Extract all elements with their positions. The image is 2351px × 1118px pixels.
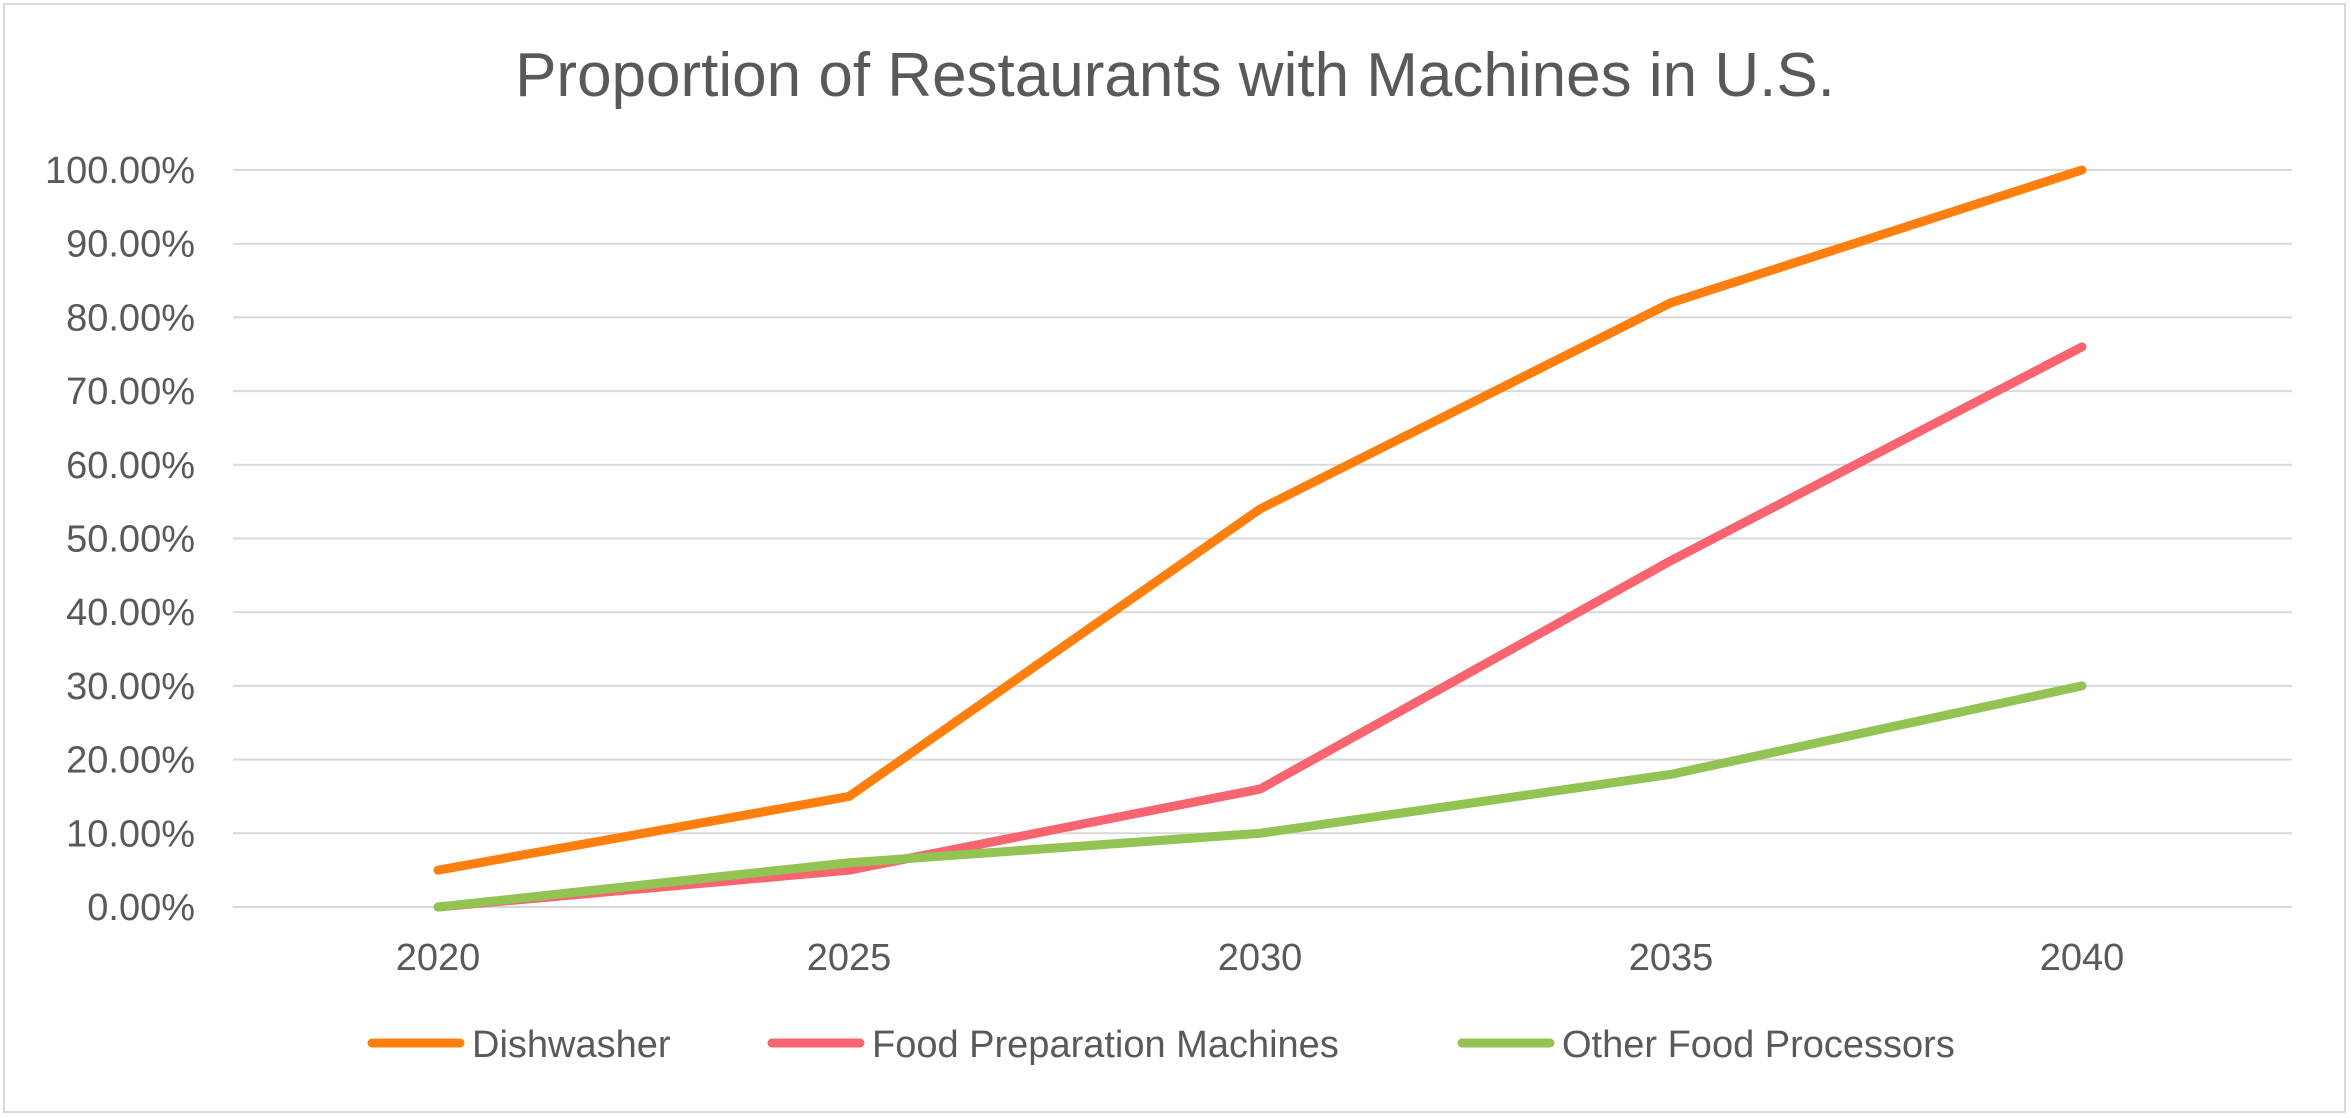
- y-axis-tick-labels: 0.00% 10.00% 20.00% 30.00% 40.00% 50.00% 60.00…: [45, 150, 195, 929]
- y-tick-label: 0.00%: [87, 887, 195, 929]
- series-line: [433, 165, 2087, 875]
- y-tick-label: 100.00%: [45, 150, 195, 192]
- x-tick-label: 2030: [1218, 937, 1303, 979]
- y-tick-label: 60.00%: [66, 445, 195, 487]
- y-tick-label: 70.00%: [66, 371, 195, 413]
- gridlines: [233, 169, 2292, 908]
- x-tick-label: 2035: [1629, 937, 1714, 979]
- chart-title: Proportion of Restaurants with Machines …: [515, 41, 1835, 110]
- y-tick-label: 80.00%: [66, 297, 195, 339]
- y-tick-label: 50.00%: [66, 519, 195, 561]
- y-tick-label: 30.00%: [66, 666, 195, 708]
- series-line: [433, 681, 2087, 912]
- y-tick-label: 40.00%: [66, 592, 195, 634]
- x-tick-label: 2040: [2040, 937, 2125, 979]
- y-tick-label: 20.00%: [66, 740, 195, 782]
- y-tick-label: 10.00%: [66, 813, 195, 855]
- legend-label: Other Food Processors: [1562, 1024, 1955, 1066]
- series-line: [433, 342, 2087, 912]
- x-tick-label: 2020: [396, 937, 481, 979]
- legend-label: Dishwasher: [472, 1024, 671, 1066]
- x-tick-label: 2025: [807, 937, 892, 979]
- chart-frame: [3, 3, 2346, 1113]
- legend: Dishwasher Food Preparation Machines Other…: [367, 1024, 1955, 1066]
- y-tick-label: 90.00%: [66, 224, 195, 266]
- x-axis-tick-labels: 2020 2025 2030 2035 2040: [396, 937, 2125, 979]
- series-lines: [433, 165, 2087, 912]
- legend-label: Food Preparation Machines: [872, 1024, 1339, 1066]
